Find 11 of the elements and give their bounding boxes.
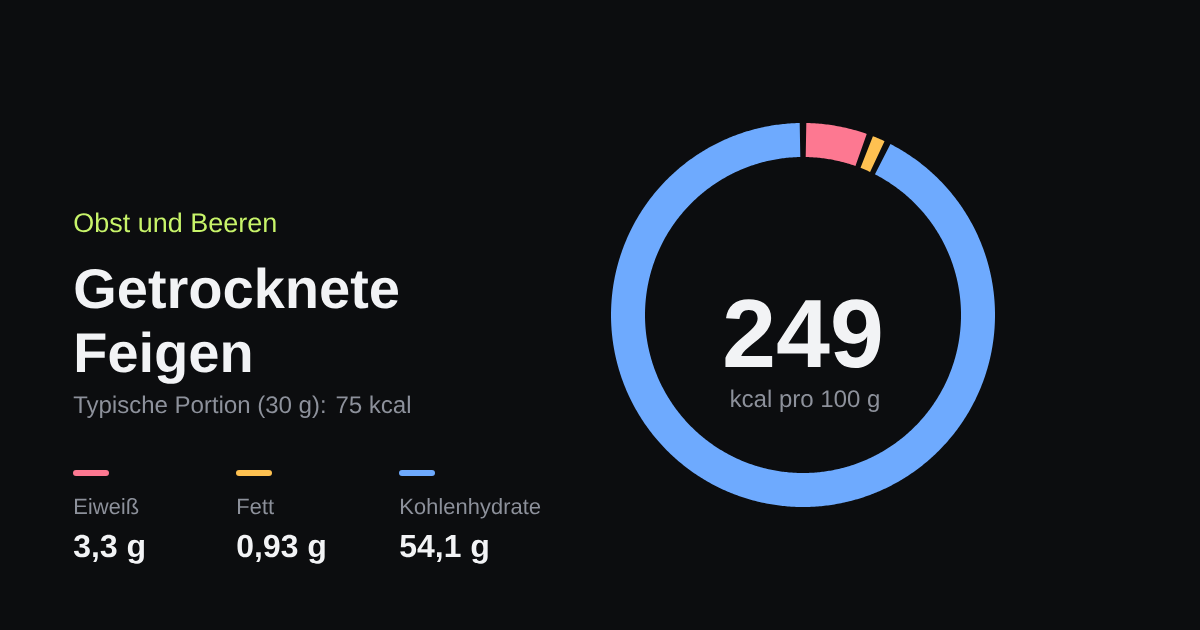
text: Obst und Beeren bbox=[74, 212, 276, 233]
legend-label: Eiweiß bbox=[75, 498, 139, 515]
legend-label: Kohlenhydrate bbox=[401, 498, 541, 519]
data-label: 0,93 g bbox=[237, 534, 325, 564]
text: Getrocknete Feigen bbox=[75, 267, 399, 384]
legend-label: Fett bbox=[238, 498, 274, 515]
text: Typische Portion (30 g): 75 kcal bbox=[73, 395, 410, 418]
data-label: 3,3 g bbox=[73, 534, 144, 564]
text: kcal pro 100 g bbox=[731, 389, 879, 412]
text: 249 bbox=[725, 299, 881, 368]
data-label: 54,1 g bbox=[400, 535, 488, 564]
